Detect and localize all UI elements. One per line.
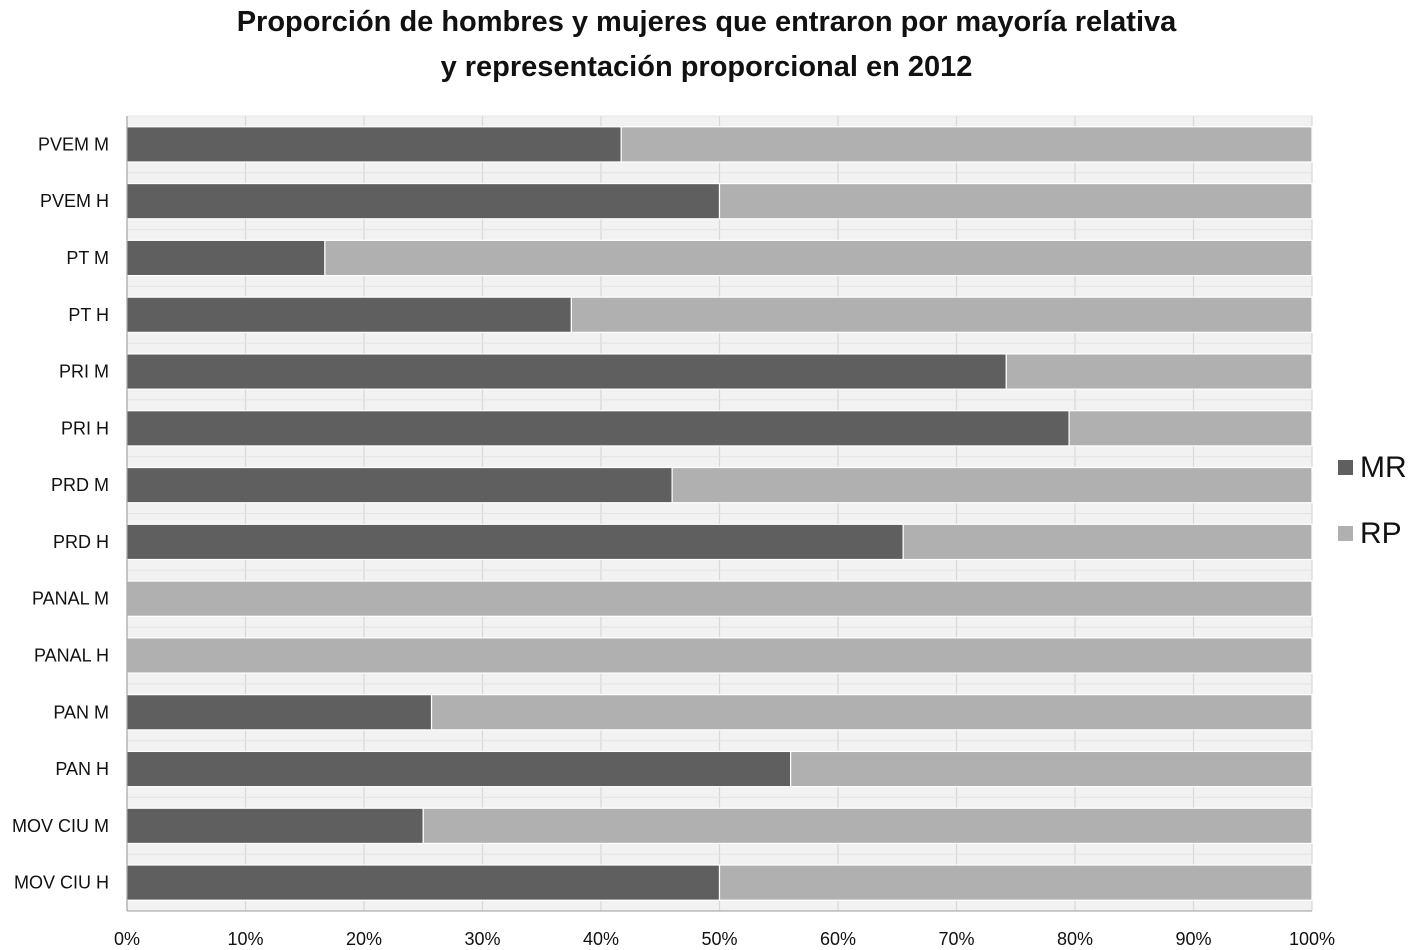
x-tick-label-7: 70% (938, 929, 974, 949)
x-tick-label-0: 0% (114, 929, 140, 949)
category-label-mov-ciu-m: MOV CIU M (12, 816, 109, 836)
bar-mr-pvem-m (126, 126, 622, 163)
bar-mr-pan-h (126, 750, 792, 788)
legend-label-mr: MR (1360, 451, 1407, 484)
x-tick-label-6: 60% (820, 929, 856, 949)
legend-swatch-rp (1338, 526, 1353, 541)
category-label-pvem-h: PVEM H (40, 191, 109, 211)
bar-mr-prd-h (126, 523, 904, 561)
bar-rp-prd-m (671, 466, 1313, 504)
chart-title: Proporción de hombres y mujeres que entr… (0, 0, 1413, 90)
legend-label-rp: RP (1360, 517, 1402, 550)
x-tick-label-2: 20% (346, 929, 382, 949)
x-tick-label-4: 40% (583, 929, 619, 949)
x-tick-label-9: 90% (1175, 929, 1211, 949)
category-label-mov-ciu-h: MOV CIU H (14, 873, 109, 893)
bar-mr-pt-m (126, 239, 326, 277)
x-tick-label-3: 30% (464, 929, 500, 949)
x-tick-label-1: 10% (227, 929, 263, 949)
bar-rp-mov-ciu-h (718, 864, 1313, 901)
bar-mr-pri-h (126, 410, 1070, 447)
category-label-pvem-m: PVEM M (38, 134, 109, 154)
category-label-pri-m: PRI M (59, 362, 109, 382)
category-label-pan-h: PAN H (55, 759, 109, 779)
bar-mr-pan-m (126, 694, 433, 731)
chart-title-line-2: y representación proporcional en 2012 (440, 51, 973, 83)
category-label-panal-m: PANAL M (32, 589, 109, 609)
category-label-pri-h: PRI H (61, 418, 109, 438)
category-label-pan-m: PAN M (53, 702, 109, 722)
bar-mr-mov-ciu-m (126, 807, 424, 845)
bar-mr-pt-h (126, 296, 572, 333)
bar-rp-pan-m (430, 694, 1313, 731)
category-label-pt-m: PT M (66, 248, 109, 268)
category-label-panal-h: PANAL H (34, 645, 109, 665)
category-label-prd-h: PRD H (53, 532, 109, 552)
bar-rp-mov-ciu-m (422, 807, 1313, 845)
bar-rp-pt-h (570, 296, 1313, 333)
bar-mr-pvem-h (126, 182, 721, 220)
legend-swatch-mr (1338, 460, 1353, 475)
bar-mr-pri-m (126, 353, 1007, 390)
bar-rp-panal-m (126, 580, 1313, 617)
category-label-pt-h: PT H (68, 305, 109, 325)
bar-rp-pri-m (1005, 353, 1313, 390)
bar-rp-pt-m (324, 239, 1313, 277)
bar-mr-prd-m (126, 466, 673, 504)
bar-rp-panal-h (126, 637, 1313, 674)
bar-rp-pan-h (789, 750, 1313, 788)
category-label-prd-m: PRD M (51, 475, 109, 495)
x-tick-label-10: 100% (1289, 929, 1335, 949)
bar-rp-pvem-h (718, 182, 1313, 220)
bar-rp-pri-h (1068, 410, 1313, 447)
bar-mr-mov-ciu-h (126, 864, 721, 901)
x-tick-label-5: 50% (701, 929, 737, 949)
bar-rp-pvem-m (620, 126, 1313, 163)
chart-title-line-1: Proporción de hombres y mujeres que entr… (236, 6, 1177, 38)
x-tick-label-8: 80% (1057, 929, 1093, 949)
bar-rp-prd-h (902, 523, 1313, 561)
